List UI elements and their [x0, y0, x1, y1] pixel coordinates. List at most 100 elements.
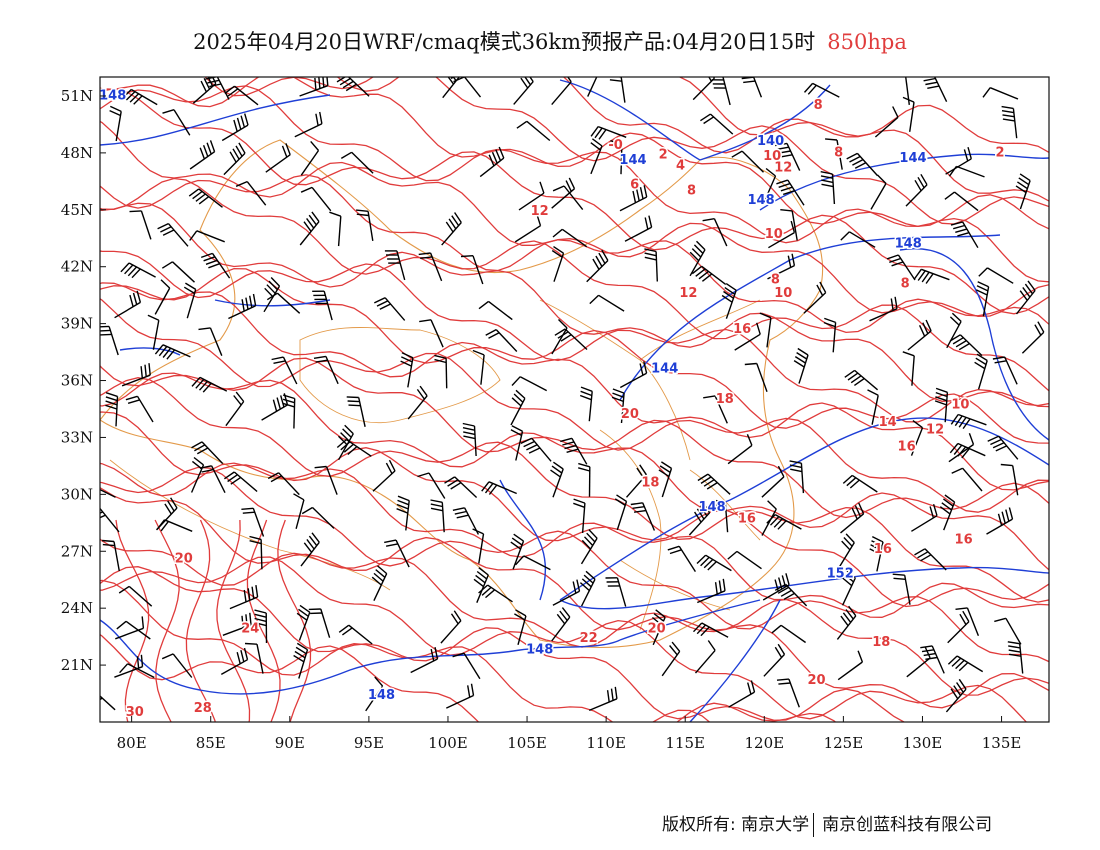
- wind-barb-feather: [935, 387, 948, 393]
- wind-barb-feather: [346, 396, 359, 399]
- wind-barb-feather: [559, 610, 568, 621]
- wind-barb-staff: [295, 499, 305, 529]
- map-frame: [99, 76, 1050, 723]
- wind-barb-feather: [102, 543, 115, 547]
- wind-barb-staff: [526, 120, 551, 142]
- wind-barb-staff: [897, 254, 916, 281]
- wind-barb-feather: [308, 214, 317, 226]
- wind-barb-feather: [203, 256, 216, 262]
- temperature-contours: [100, 77, 1049, 722]
- wind-barb-feather: [140, 366, 143, 379]
- wind-barb-feather: [840, 231, 850, 241]
- copyright-text: 版权所有: 南京大学: [662, 815, 810, 835]
- wind-barb-feather: [893, 577, 906, 580]
- height-contour: [689, 599, 781, 722]
- wind-barb-staff: [233, 471, 258, 493]
- x-tick-label: 135E: [982, 734, 1022, 752]
- wind-barb-feather: [747, 682, 752, 695]
- wind-barb-feather: [310, 140, 320, 151]
- wind-barb-feather: [918, 325, 926, 337]
- wind-barb-staff: [220, 659, 248, 676]
- wind-barb-feather: [454, 510, 467, 515]
- y-tick-label: 24N: [61, 599, 93, 617]
- wind-barb-feather: [923, 77, 936, 82]
- wind-barb-feather: [643, 361, 648, 374]
- wind-barb-feather: [276, 397, 281, 410]
- wind-barb-feather: [632, 190, 637, 203]
- wind-barb-feather: [515, 555, 525, 566]
- wind-barb-feather: [703, 558, 714, 569]
- wind-barb-feather: [272, 399, 278, 412]
- wind-barb-feather: [456, 514, 469, 519]
- wind-barb-feather: [342, 80, 354, 89]
- wind-barb-feather: [581, 578, 592, 588]
- height-contour: [214, 299, 331, 307]
- wind-barb-staff: [962, 467, 983, 492]
- wind-barb-staff: [762, 175, 777, 204]
- wind-barb-staff: [551, 81, 572, 106]
- temperature-contour: [100, 177, 1049, 392]
- wind-barb-feather: [700, 556, 710, 567]
- wind-barb-feather: [777, 520, 787, 530]
- wind-barb-staff: [246, 181, 267, 206]
- wind-barb-feather: [300, 186, 313, 193]
- wind-barb-feather: [384, 539, 397, 544]
- wind-barb-staff: [661, 650, 681, 677]
- wind-barb-staff: [724, 502, 729, 533]
- wind-barb-feather: [299, 604, 311, 613]
- wind-barb-staff: [906, 657, 931, 678]
- wind-barb-feather: [790, 468, 803, 473]
- wind-barb-staff: [128, 585, 153, 607]
- wind-barb-staff: [946, 321, 962, 349]
- height-label: 148: [699, 500, 726, 515]
- wind-barb-feather: [1022, 286, 1031, 298]
- wind-barb-feather: [573, 502, 585, 508]
- wind-barb-staff: [222, 624, 252, 636]
- wind-barb-staff: [446, 694, 474, 709]
- wind-barb-feather: [296, 612, 308, 621]
- wind-barb-feather: [235, 145, 243, 157]
- wind-barb-feather: [510, 429, 522, 437]
- wind-barb-feather: [396, 508, 409, 514]
- wind-barb-feather: [241, 299, 245, 312]
- wind-barb-feather: [636, 467, 645, 479]
- temperature-contour: [115, 519, 150, 722]
- wind-barb-feather: [568, 177, 576, 190]
- wind-barb-feather: [550, 469, 561, 478]
- wind-barb-staff: [430, 319, 444, 348]
- wind-barb-feather: [203, 77, 211, 90]
- wind-barb-feather: [653, 613, 664, 622]
- wind-barb-staff: [924, 548, 947, 571]
- wind-barb-feather: [140, 654, 144, 667]
- wind-barb-feather: [416, 388, 425, 400]
- wind-barb-feather: [281, 145, 288, 158]
- wind-barb-staff: [256, 644, 264, 674]
- wind-barb-feather: [447, 77, 455, 85]
- wind-barb-staff: [298, 649, 309, 679]
- wind-barb-feather: [495, 149, 502, 161]
- wind-barb-staff: [407, 395, 428, 420]
- wind-barb-feather: [592, 258, 600, 270]
- wind-barb-feather: [708, 77, 713, 82]
- wind-barb-staff: [598, 294, 625, 312]
- wind-barb-feather: [925, 273, 934, 284]
- temperature-contour: [100, 462, 1049, 618]
- temperature-label: 20: [175, 551, 193, 566]
- temperature-contour: [100, 282, 1049, 491]
- wind-barb-feather: [693, 244, 704, 254]
- wind-barb-feather: [780, 186, 793, 192]
- wind-barb-staff: [752, 77, 763, 98]
- wind-barb-staff: [694, 649, 716, 674]
- temperature-contour: [100, 85, 1049, 283]
- wind-barb-feather: [958, 661, 969, 672]
- wind-barb-feather: [949, 443, 959, 454]
- wind-barb-staff: [373, 573, 388, 601]
- wind-barb-feather: [434, 647, 439, 660]
- wind-barb-feather: [961, 448, 970, 459]
- wind-barb-feather: [454, 212, 462, 223]
- wind-barb-feather: [783, 592, 795, 600]
- wind-barb-feather: [578, 467, 590, 472]
- wind-barb-staff: [395, 539, 410, 568]
- wind-barb-staff: [588, 391, 593, 422]
- wind-barb-staff: [234, 85, 259, 106]
